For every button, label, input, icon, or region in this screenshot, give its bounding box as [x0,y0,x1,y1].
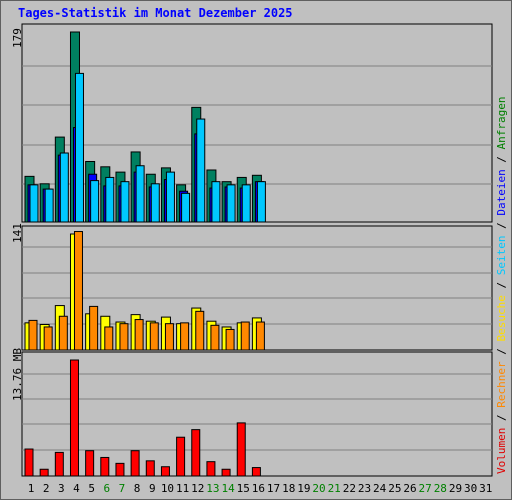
x-tick-label: 19 [297,482,311,495]
rechner-bar [195,310,205,351]
seiten-bar [44,188,54,223]
volumen-bar [100,456,110,477]
volumen-bar [176,436,186,477]
seiten-bar [29,184,39,223]
seiten-bar [256,181,266,223]
seiten-bar [105,176,115,223]
x-tick-label: 8 [133,482,141,495]
volumen-bar [39,468,49,477]
volumen-bar [160,466,170,477]
volumen-bar [221,468,231,477]
rechner-bar [58,315,68,351]
seiten-bar [120,181,130,223]
seiten-bar [90,180,100,223]
legend-anfragen: Anfragen [495,96,508,150]
x-tick-label: 7 [118,482,126,495]
x-tick-label: 14 [221,482,235,495]
x-tick-label: 17 [266,482,281,495]
rechner-bar [149,322,159,351]
seiten-bar [196,118,206,223]
volume-max-label: 13.76 MB [11,348,24,401]
x-tick-label: 5 [88,482,95,495]
volumen-bar [54,451,64,477]
volumen-bar [191,429,201,477]
x-tick-label: 9 [148,482,156,495]
chart-title: Tages-Statistik im Monat Dezember 2025 [18,6,293,20]
rechner-bar [104,326,114,351]
rechner-bar [134,319,144,351]
seiten-bar [135,165,145,223]
x-tick-label: 18 [282,482,296,495]
volumen-bar [236,422,246,477]
x-tick-label: 12 [191,482,205,495]
seiten-bar [181,192,191,223]
x-tick-label: 13 [206,482,220,495]
x-tick-label: 16 [251,482,266,495]
seiten-bar [150,183,160,223]
chart-legend: Volumen / Rechner / Besuche / Seiten / D… [495,96,508,474]
volumen-bar [145,460,155,477]
x-tick-label: 26 [403,482,417,495]
x-tick-label: 21 [327,482,341,495]
x-tick-label: 1 [27,482,35,495]
visits-max-label: 141 [11,223,24,243]
volumen-bar [24,448,34,477]
seiten-bar [59,152,69,223]
volumen-bar [85,450,95,477]
legend-dateien: Dateien [495,169,508,216]
x-tick-label: 27 [418,482,432,495]
seiten-bar [211,181,221,223]
rechner-bar [240,321,250,351]
volumen-bar [69,359,79,477]
x-tick-label: 30 [464,482,478,495]
rechner-bar [225,328,235,351]
x-tick-label: 22 [342,482,356,495]
x-tick-label: 15 [236,482,250,495]
x-tick-label: 24 [373,482,387,495]
x-tick-label: 25 [388,482,402,495]
rechner-bar [89,305,99,351]
rechner-bar [180,322,190,351]
rechner-bar [255,321,265,351]
legend-rechner: Rechner [495,361,508,408]
seiten-bar [226,184,236,223]
x-tick-label: 23 [357,482,372,495]
rechner-bar [73,231,83,351]
legend-volumen: Volumen [495,427,508,474]
rechner-bar [119,323,129,351]
seiten-bar [74,72,84,223]
volumen-bar [130,450,140,477]
legend-besuche: Besuche [495,295,508,342]
x-tick-label: 20 [312,482,326,495]
x-tick-label: 10 [160,482,175,495]
x-tick-label: 3 [58,482,65,495]
x-tick-label: 6 [103,482,111,495]
x-tick-label: 11 [175,482,190,495]
x-tick-label: 2 [42,482,50,495]
legend-seiten: Seiten [495,235,508,276]
seiten-bar [241,184,251,223]
x-tick-label: 31 [479,482,493,495]
volumen-bar [251,467,261,477]
x-tick-label: 4 [73,482,80,495]
volumen-bar [206,461,216,477]
volumen-bar [115,462,125,477]
x-tick-label: 28 [433,482,447,495]
requests-max-label: 179 [11,28,24,48]
rechner-bar [28,319,38,351]
rechner-bar [164,323,174,351]
panel-3-background [21,351,493,477]
rechner-bar [210,324,220,351]
x-tick-label: 29 [448,482,463,495]
seiten-bar [165,171,175,223]
rechner-bar [43,326,53,351]
